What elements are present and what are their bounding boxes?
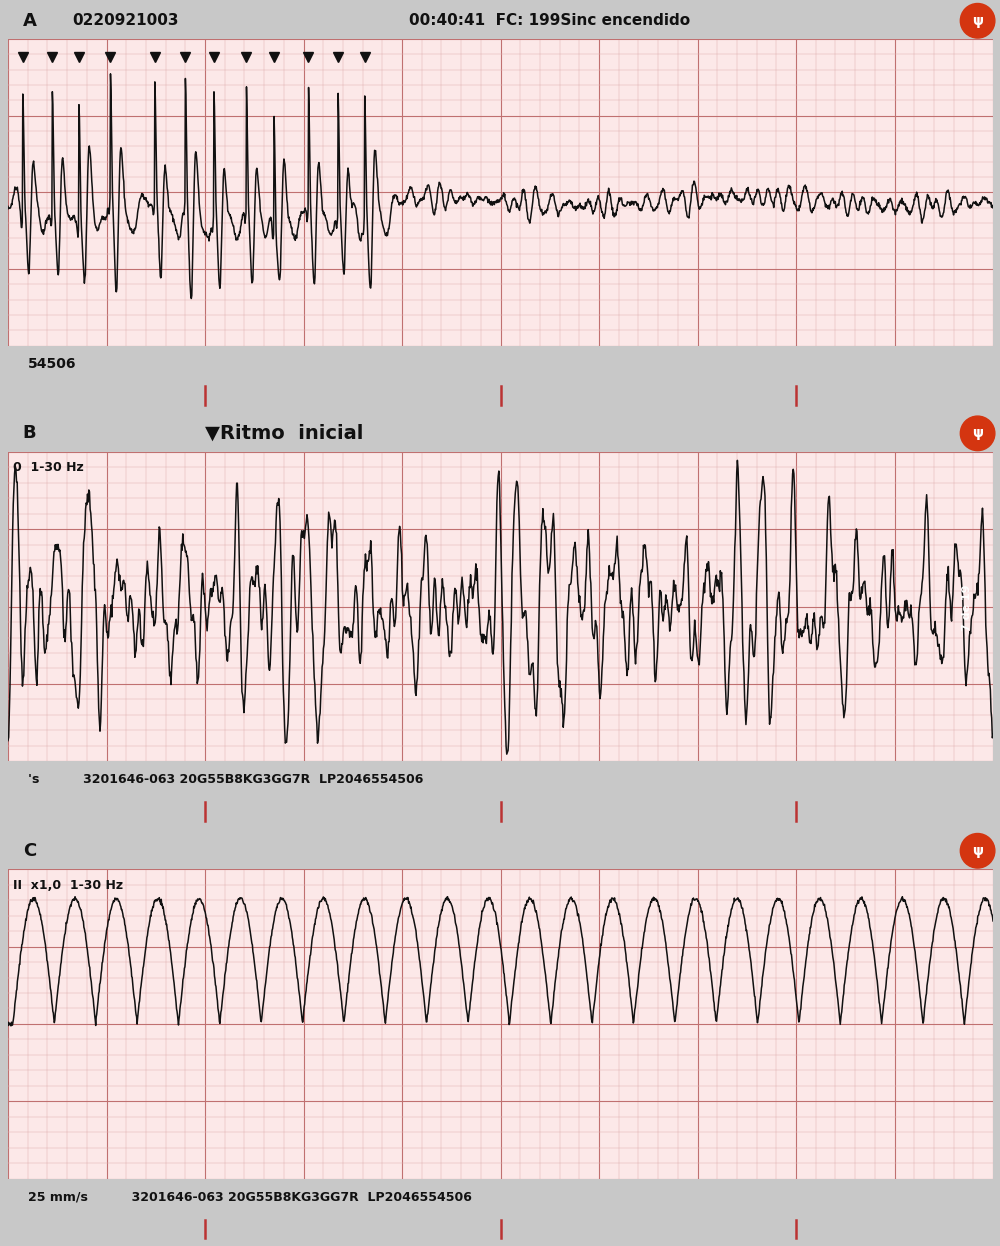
Text: B: B: [23, 425, 36, 442]
Text: C: C: [23, 842, 36, 860]
Text: 0220921003: 0220921003: [72, 14, 179, 29]
Text: 's          3201646-063 20G55B8KG3GG7R  LP2046554506: 's 3201646-063 20G55B8KG3GG7R LP20465545…: [28, 774, 423, 786]
Text: ψ: ψ: [972, 844, 983, 857]
Text: ψ: ψ: [972, 14, 983, 27]
Text: 54506: 54506: [28, 358, 76, 371]
Circle shape: [960, 4, 995, 39]
Text: ▼Ritmo  inicial: ▼Ritmo inicial: [205, 424, 363, 442]
Text: 25 mm/s          3201646-063 20G55B8KG3GG7R  LP2046554506: 25 mm/s 3201646-063 20G55B8KG3GG7R LP204…: [28, 1191, 472, 1204]
Circle shape: [960, 416, 995, 451]
Text: II  x1,0  1-30 Hz: II x1,0 1-30 Hz: [13, 878, 123, 891]
Text: A: A: [23, 11, 37, 30]
Text: 00:40:41  FC: 199Sinc encendido: 00:40:41 FC: 199Sinc encendido: [409, 14, 690, 29]
Text: 7 de 19: 7 de 19: [962, 584, 972, 632]
Text: ψ: ψ: [972, 426, 983, 440]
Circle shape: [960, 834, 995, 868]
Text: 0  1-30 Hz: 0 1-30 Hz: [13, 461, 84, 473]
